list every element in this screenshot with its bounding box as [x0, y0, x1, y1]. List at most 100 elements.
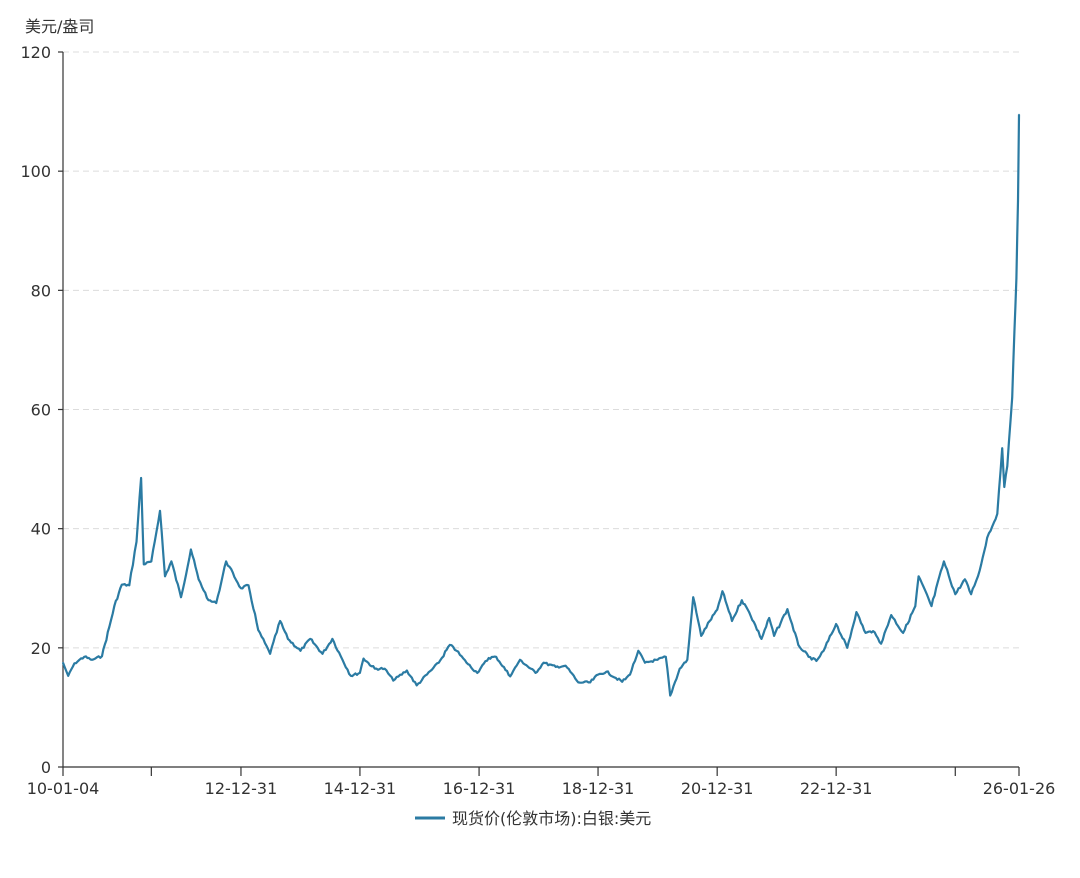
data-point	[207, 599, 210, 601]
data-point	[835, 623, 837, 625]
data-point	[716, 608, 718, 611]
data-point	[392, 679, 395, 682]
data-point	[476, 672, 479, 674]
data-point	[700, 635, 703, 637]
data-point	[665, 655, 667, 658]
data-point	[128, 584, 131, 587]
data-point	[449, 644, 451, 646]
data-point	[621, 680, 623, 683]
data-point	[954, 593, 957, 596]
data-point	[83, 655, 86, 658]
data-point	[287, 638, 289, 640]
x-tick-label: 22-12-31	[800, 779, 873, 798]
data-point	[822, 650, 825, 652]
data-point	[605, 670, 608, 673]
data-point	[1006, 465, 1009, 467]
data-point	[225, 560, 227, 563]
data-point	[996, 512, 999, 515]
data-point	[170, 560, 173, 563]
data-point	[62, 661, 64, 664]
data-point	[589, 681, 592, 684]
data-point	[426, 673, 428, 676]
series-line	[61, 114, 1021, 697]
data-point	[1017, 200, 1019, 202]
data-point	[721, 590, 724, 593]
data-point	[350, 675, 352, 677]
data-point	[708, 620, 711, 622]
data-point	[155, 530, 158, 533]
data-point	[487, 657, 490, 659]
data-point	[964, 578, 966, 581]
data-point	[773, 635, 775, 637]
y-tick-label: 20	[31, 639, 51, 658]
y-tick-label: 120	[20, 43, 51, 62]
data-point	[91, 658, 93, 661]
data-point	[970, 593, 972, 596]
data-point	[797, 644, 800, 646]
x-axis-ticks: 10-01-04 12-12-31 14-12-31 16-12-31 18-12-31…	[27, 767, 1055, 798]
data-point	[269, 652, 271, 655]
data-point	[465, 661, 468, 664]
data-point	[629, 673, 631, 676]
data-point	[495, 655, 497, 658]
data-point	[692, 596, 695, 598]
data-point	[597, 673, 599, 676]
data-point	[534, 672, 537, 674]
data-point	[880, 642, 882, 645]
data-point	[644, 661, 646, 664]
data-point	[247, 584, 250, 587]
data-point	[577, 681, 580, 684]
y-unit-label: 美元/盎司	[25, 17, 94, 36]
y-tick-label: 0	[41, 758, 51, 777]
data-point	[135, 540, 138, 543]
data-point	[321, 652, 324, 655]
data-point	[359, 672, 361, 674]
y-tick-label: 60	[31, 401, 51, 420]
data-point	[509, 675, 511, 678]
data-point	[807, 655, 810, 658]
data-point	[872, 630, 874, 632]
data-point	[143, 563, 145, 566]
data-point	[257, 629, 260, 631]
data-point	[279, 620, 281, 622]
gridlines	[63, 51, 1019, 649]
data-point	[197, 578, 200, 581]
x-tick-label: 10-01-04	[27, 779, 100, 798]
data-point	[406, 669, 408, 672]
data-point	[656, 658, 659, 661]
data-point	[678, 667, 681, 670]
data-point	[240, 587, 242, 590]
data-point	[121, 583, 123, 586]
data-point	[164, 575, 166, 578]
data-point	[309, 638, 312, 640]
data-point	[383, 667, 386, 670]
data-point	[1018, 113, 1020, 116]
data-point	[1003, 486, 1006, 488]
data-point	[108, 626, 111, 628]
data-point	[519, 658, 521, 661]
y-tick-label: 100	[20, 162, 51, 181]
data-point	[914, 605, 917, 607]
legend[interactable]: 现货价(伦敦市场):白银:美元	[415, 809, 651, 828]
data-point	[341, 658, 344, 661]
data-point	[180, 596, 182, 598]
data-point	[373, 667, 376, 670]
data-point	[542, 661, 545, 664]
data-point	[731, 620, 733, 622]
y-tick-label: 80	[31, 281, 51, 300]
data-point	[978, 569, 981, 572]
data-point	[1013, 331, 1016, 333]
data-point	[986, 536, 989, 539]
x-tick-label: 12-12-31	[205, 779, 278, 798]
series-layer	[61, 113, 1021, 697]
data-point	[73, 662, 76, 665]
data-point	[637, 650, 640, 652]
x-tick-label: 18-12-31	[562, 779, 635, 798]
y-axis-ticks: 0 20 40 60 80 100 120	[20, 43, 63, 777]
y-tick-label: 40	[31, 520, 51, 539]
data-point	[438, 661, 440, 664]
data-point	[748, 611, 750, 613]
data-point	[902, 632, 904, 634]
data-point	[113, 605, 116, 607]
